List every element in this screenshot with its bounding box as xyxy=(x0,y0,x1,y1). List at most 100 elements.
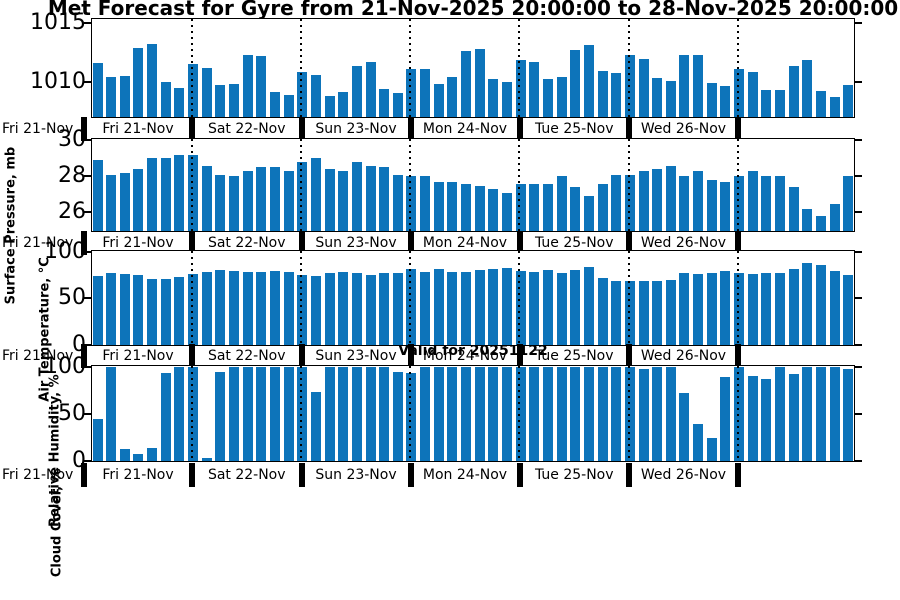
humidity-bar xyxy=(242,271,253,345)
humidity-bar xyxy=(488,268,499,345)
pressure-tick-mark xyxy=(84,22,91,25)
cloud-cover-bar xyxy=(679,393,690,461)
humidity-bar xyxy=(624,280,635,345)
pressure-bar xyxy=(379,88,390,117)
pressure-bar xyxy=(215,85,226,117)
pressure-bar xyxy=(624,54,635,117)
temperature-bar xyxy=(542,183,553,231)
day-separator-bar xyxy=(407,463,414,487)
day-gridline xyxy=(736,19,739,117)
day-separator-bar xyxy=(626,231,632,255)
humidity-bar xyxy=(502,267,512,345)
humidity-tick-mark xyxy=(84,297,91,299)
row-first-tick-label: Fri 21-Nov xyxy=(2,235,74,251)
temperature-bar xyxy=(215,174,226,231)
day-separator-bar xyxy=(516,344,523,368)
temperature-bar xyxy=(379,167,390,231)
day-gridline xyxy=(300,139,302,231)
cloud-cover-bar xyxy=(351,367,362,461)
pressure-bar xyxy=(720,86,731,117)
cloud-cover-ytick-label: 50 xyxy=(58,400,86,426)
pressure-bar xyxy=(174,87,185,117)
pressure-bar xyxy=(392,93,403,117)
pressure-bar xyxy=(447,76,458,117)
cloud-cover-bar xyxy=(815,367,826,461)
pressure-bar xyxy=(160,81,171,117)
temperature-bar xyxy=(638,170,649,231)
temperature-bar xyxy=(829,203,840,231)
humidity-chart xyxy=(91,250,855,346)
day-gridline xyxy=(736,366,739,461)
day-label: Tue 25-Nov xyxy=(534,348,614,364)
humidity-bar xyxy=(611,280,622,345)
day-separator-bar xyxy=(81,117,87,141)
pressure-bar xyxy=(679,54,690,117)
pressure-bar xyxy=(420,68,431,117)
cloud-cover-bar xyxy=(597,367,608,461)
humidity-bar xyxy=(515,270,526,345)
temperature-bar xyxy=(242,170,253,231)
temperature-bar xyxy=(310,158,321,231)
day-separator-bar xyxy=(189,344,195,368)
day-separator-bar xyxy=(298,117,305,141)
cloud-cover-bar xyxy=(665,367,676,461)
temperature-bar xyxy=(775,176,785,231)
temperature-bar xyxy=(324,169,335,231)
humidity-bar xyxy=(556,273,567,345)
humidity-bar xyxy=(706,272,717,345)
day-label: Sun 23-Nov xyxy=(315,235,397,251)
cloud-cover-bar xyxy=(502,367,512,461)
cloud-cover-bar xyxy=(652,367,663,461)
temperature-bar xyxy=(147,158,158,231)
temperature-bar xyxy=(461,183,472,231)
day-label: Tue 25-Nov xyxy=(534,235,614,251)
cloud-cover-bar xyxy=(160,372,171,461)
pressure-bar xyxy=(583,45,594,117)
cloud-cover-bar xyxy=(693,424,704,461)
day-separator-bar xyxy=(735,344,741,368)
cloud-cover-bar xyxy=(365,367,376,461)
valid-for-annotation: Valid for 20251122 xyxy=(398,343,548,359)
temperature-bar xyxy=(92,160,103,231)
pressure-bar xyxy=(365,61,376,117)
cloud-cover-bar xyxy=(474,367,485,461)
pressure-bar xyxy=(406,68,417,117)
cloud-cover-bar xyxy=(106,367,117,461)
day-separator-bar xyxy=(189,117,195,141)
pressure-bar xyxy=(283,94,294,117)
humidity-bar xyxy=(665,279,676,345)
humidity-bar xyxy=(269,270,280,345)
temperature-bar xyxy=(488,189,499,231)
cloud-cover-bar xyxy=(843,368,854,461)
pressure-bar xyxy=(802,60,813,117)
cloud-cover-bar xyxy=(638,368,649,461)
cloud-cover-bar xyxy=(734,367,745,461)
temperature-ytick-label: 28 xyxy=(58,162,86,188)
temperature-bar xyxy=(188,154,199,231)
pressure-bar xyxy=(297,72,308,117)
day-gridline xyxy=(518,366,520,461)
cloud-cover-bar xyxy=(720,377,731,461)
day-label: Sun 23-Nov xyxy=(315,121,397,137)
humidity-bar xyxy=(652,280,663,345)
day-gridline xyxy=(627,366,630,461)
pressure-bar xyxy=(474,48,485,117)
day-gridline xyxy=(300,19,302,117)
day-separator-bar xyxy=(735,463,741,487)
cloud-cover-ytick-label: 100 xyxy=(44,353,86,379)
day-label: Fri 21-Nov xyxy=(102,121,174,137)
temperature-bar xyxy=(133,169,144,231)
day-gridline xyxy=(736,139,739,231)
pressure-bar xyxy=(310,74,321,117)
temperature-bar xyxy=(229,176,239,231)
cloud-cover-bar xyxy=(92,418,103,461)
humidity-bar xyxy=(133,275,144,345)
pressure-bar xyxy=(147,43,158,117)
day-gridline xyxy=(627,139,630,231)
day-gridline xyxy=(518,19,520,117)
temperature-bar xyxy=(269,167,280,231)
day-gridline xyxy=(190,19,193,117)
temperature-tick-mark xyxy=(84,138,91,141)
temperature-bar xyxy=(611,174,622,231)
temperature-bar xyxy=(556,176,567,231)
